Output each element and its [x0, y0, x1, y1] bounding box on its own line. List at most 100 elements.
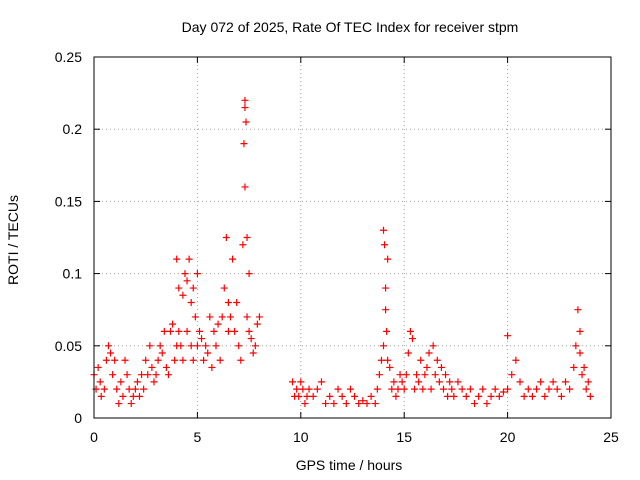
roti-point: [208, 363, 216, 371]
roti-point: [381, 241, 389, 249]
roti-point: [210, 327, 218, 335]
roti-point: [355, 400, 363, 408]
roti-point: [131, 385, 139, 393]
roti-point: [444, 392, 452, 400]
roti-point: [100, 385, 108, 393]
roti-point: [175, 284, 183, 292]
roti-point: [334, 385, 342, 393]
roti-point: [549, 378, 557, 386]
roti-point: [309, 392, 317, 400]
roti-point: [297, 378, 305, 386]
roti-point: [576, 349, 584, 357]
x-tick-label: 10: [293, 429, 309, 445]
roti-point: [181, 270, 189, 278]
roti-point: [245, 327, 253, 335]
roti-point: [240, 140, 248, 148]
roti-point: [158, 349, 166, 357]
y-tick-label: 0: [74, 410, 82, 426]
roti-point: [499, 388, 507, 396]
roti-point: [435, 378, 443, 386]
roti-point: [152, 371, 160, 379]
roti-point: [423, 363, 431, 371]
roti-point: [537, 378, 545, 386]
roti-point: [471, 400, 479, 408]
roti-point: [245, 270, 253, 278]
roti-point: [169, 320, 177, 328]
x-axis-ticks: 0 5 10 15 20 25: [90, 57, 619, 445]
roti-point: [487, 392, 495, 400]
roti-point: [524, 385, 532, 393]
roti-point: [367, 392, 375, 400]
roti-point: [216, 356, 224, 364]
roti-point: [189, 284, 197, 292]
roti-point: [195, 327, 203, 335]
roti-point: [249, 349, 257, 357]
roti-point: [404, 349, 412, 357]
roti-point: [295, 392, 303, 400]
roti-point: [97, 392, 105, 400]
roti-point: [406, 327, 414, 335]
roti-point: [226, 313, 234, 321]
roti-point: [415, 378, 423, 386]
roti-point: [363, 400, 371, 408]
roti-point: [574, 306, 582, 314]
roti-point: [198, 335, 206, 343]
roti-point: [580, 363, 588, 371]
y-tick-label: 0.1: [63, 266, 83, 282]
roti-point: [305, 385, 313, 393]
roti-point: [454, 378, 462, 386]
roti-point: [375, 371, 383, 379]
roti-point: [413, 371, 421, 379]
roti-point: [171, 356, 179, 364]
roti-point: [109, 371, 117, 379]
plot-frame: [93, 56, 612, 419]
roti-point: [104, 342, 112, 350]
roti-point: [541, 392, 549, 400]
roti-point: [317, 378, 325, 386]
roti-point: [586, 392, 594, 400]
grid-layer: [94, 57, 611, 418]
roti-point: [173, 255, 181, 263]
roti-point: [421, 371, 429, 379]
roti-point: [107, 349, 115, 357]
roti-point: [187, 298, 195, 306]
roti-point: [241, 183, 249, 191]
x-tick-label: 5: [194, 429, 202, 445]
roti-point: [570, 363, 578, 371]
roti-point: [162, 363, 170, 371]
y-axis-label: ROTI / TECUs: [5, 195, 21, 285]
roti-point: [148, 363, 156, 371]
roti-point: [446, 378, 454, 386]
roti-point: [429, 342, 437, 350]
roti-point: [504, 385, 512, 393]
roti-point: [119, 392, 127, 400]
x-tick-label: 0: [90, 429, 98, 445]
roti-point: [133, 378, 141, 386]
roti-point: [578, 371, 586, 379]
roti-point: [462, 392, 470, 400]
roti-point: [164, 371, 172, 379]
roti-point: [127, 400, 135, 408]
roti-point: [233, 298, 241, 306]
roti-point: [183, 277, 191, 285]
roti-point: [584, 378, 592, 386]
roti-point: [193, 342, 201, 350]
roti-point: [160, 327, 168, 335]
roti-point: [156, 342, 164, 350]
roti-point: [398, 378, 406, 386]
roti-point: [516, 378, 524, 386]
roti-point: [322, 400, 330, 408]
roti-point: [396, 371, 404, 379]
roti-point: [466, 385, 474, 393]
roti-point: [475, 392, 483, 400]
roti-point: [220, 284, 228, 292]
roti-point: [382, 306, 390, 314]
roti-point: [303, 392, 311, 400]
roti-point: [576, 327, 584, 335]
roti-point: [243, 313, 251, 321]
roti-point: [384, 255, 392, 263]
data-points: [90, 96, 594, 408]
roti-point: [448, 385, 456, 393]
roti-point: [179, 356, 187, 364]
